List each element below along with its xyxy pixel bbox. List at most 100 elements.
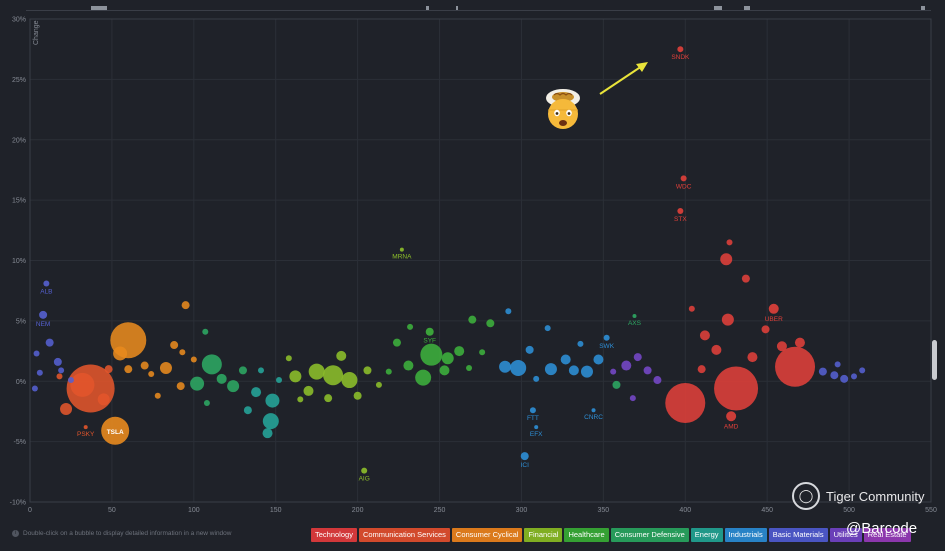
- bubble[interactable]: [834, 361, 841, 368]
- bubble[interactable]: [323, 365, 344, 386]
- bubble-tsla[interactable]: [101, 416, 130, 445]
- bubble[interactable]: [633, 353, 642, 362]
- bubble[interactable]: [775, 346, 816, 387]
- bubble[interactable]: [407, 323, 414, 330]
- bubble[interactable]: [227, 380, 240, 393]
- bubble[interactable]: [643, 366, 652, 375]
- bubble[interactable]: [726, 239, 733, 246]
- bubble-nem[interactable]: [39, 310, 48, 319]
- bubble[interactable]: [439, 365, 450, 376]
- bubble[interactable]: [818, 367, 827, 376]
- bubble[interactable]: [257, 367, 264, 374]
- bubble[interactable]: [499, 360, 512, 373]
- bubble[interactable]: [285, 355, 292, 362]
- bubble-alb[interactable]: [43, 280, 50, 287]
- bubble[interactable]: [56, 373, 63, 380]
- bubble[interactable]: [303, 385, 314, 396]
- bubble[interactable]: [840, 374, 849, 383]
- bubble[interactable]: [580, 365, 593, 378]
- bubble[interactable]: [58, 367, 65, 374]
- bubble[interactable]: [45, 338, 54, 347]
- bubble[interactable]: [363, 366, 372, 375]
- legend-item[interactable]: Financial: [524, 528, 563, 542]
- bubble[interactable]: [203, 399, 210, 406]
- bubble[interactable]: [53, 357, 62, 366]
- bubble-amd[interactable]: [726, 411, 737, 422]
- bubble[interactable]: [181, 301, 190, 310]
- bubble[interactable]: [665, 382, 706, 423]
- bubble[interactable]: [36, 369, 43, 376]
- bubble[interactable]: [140, 361, 149, 370]
- legend-item[interactable]: Real Estate: [863, 528, 911, 542]
- bubble[interactable]: [104, 365, 113, 374]
- bubble[interactable]: [851, 373, 858, 380]
- bubble[interactable]: [262, 413, 279, 430]
- legend-item[interactable]: Energy: [690, 528, 723, 542]
- bubble[interactable]: [859, 367, 866, 374]
- bubble[interactable]: [714, 366, 759, 411]
- bubble[interactable]: [505, 308, 512, 315]
- bubble[interactable]: [486, 319, 495, 328]
- bubble[interactable]: [216, 373, 227, 384]
- bubble[interactable]: [308, 363, 325, 380]
- bubble-ici[interactable]: [520, 452, 529, 461]
- bubble[interactable]: [568, 365, 579, 376]
- bubble[interactable]: [761, 325, 770, 334]
- bubble[interactable]: [621, 360, 632, 371]
- bubble[interactable]: [67, 377, 74, 384]
- bubble-efx[interactable]: [534, 425, 539, 430]
- bubble[interactable]: [392, 338, 401, 347]
- bubble[interactable]: [179, 349, 186, 356]
- bubble[interactable]: [385, 368, 392, 375]
- bubble[interactable]: [265, 393, 280, 408]
- bubble[interactable]: [353, 391, 362, 400]
- bubble[interactable]: [629, 395, 636, 402]
- bubble-uber[interactable]: [768, 303, 779, 314]
- bubble[interactable]: [697, 365, 706, 374]
- bubble[interactable]: [560, 354, 571, 365]
- bubble[interactable]: [441, 352, 454, 365]
- top-range-bar[interactable]: [26, 0, 931, 11]
- bubble[interactable]: [510, 359, 527, 376]
- legend-item[interactable]: Basic Materials: [768, 528, 828, 542]
- bubble[interactable]: [97, 393, 110, 406]
- bubble[interactable]: [190, 376, 205, 391]
- bubble[interactable]: [148, 371, 155, 378]
- bubble-psky[interactable]: [83, 425, 88, 430]
- bubble[interactable]: [243, 406, 252, 415]
- bubble[interactable]: [711, 344, 722, 355]
- bubble[interactable]: [747, 352, 758, 363]
- bubble-cnrc[interactable]: [591, 408, 596, 413]
- bubble[interactable]: [276, 377, 283, 384]
- bubble[interactable]: [699, 330, 710, 341]
- bubble[interactable]: [297, 396, 304, 403]
- legend-item[interactable]: Healthcare: [564, 528, 609, 542]
- bubble[interactable]: [593, 354, 604, 365]
- bubble-axs[interactable]: [632, 314, 637, 319]
- bubble[interactable]: [420, 343, 443, 366]
- bubble[interactable]: [479, 349, 486, 356]
- bubble[interactable]: [454, 346, 465, 357]
- bubble[interactable]: [113, 346, 128, 361]
- bubble[interactable]: [341, 372, 358, 389]
- bubble[interactable]: [201, 354, 222, 375]
- bubble[interactable]: [190, 356, 197, 363]
- bubble[interactable]: [238, 366, 247, 375]
- bubble[interactable]: [653, 376, 662, 385]
- bubble[interactable]: [251, 387, 262, 398]
- bubble[interactable]: [159, 361, 172, 374]
- bubble[interactable]: [262, 428, 273, 439]
- legend-item[interactable]: Consumer Defensive: [610, 528, 689, 542]
- legend-item[interactable]: Communication Services: [358, 528, 450, 542]
- legend-item[interactable]: Industrials: [724, 528, 767, 542]
- bubble[interactable]: [466, 364, 473, 371]
- bubble[interactable]: [741, 274, 750, 283]
- bubble[interactable]: [33, 350, 40, 357]
- bubble[interactable]: [794, 337, 805, 348]
- bubble[interactable]: [154, 392, 161, 399]
- bubble[interactable]: [776, 341, 787, 352]
- bubble[interactable]: [610, 368, 617, 375]
- bubble-syf[interactable]: [425, 327, 434, 336]
- bubble[interactable]: [415, 369, 432, 386]
- bubble[interactable]: [31, 385, 38, 392]
